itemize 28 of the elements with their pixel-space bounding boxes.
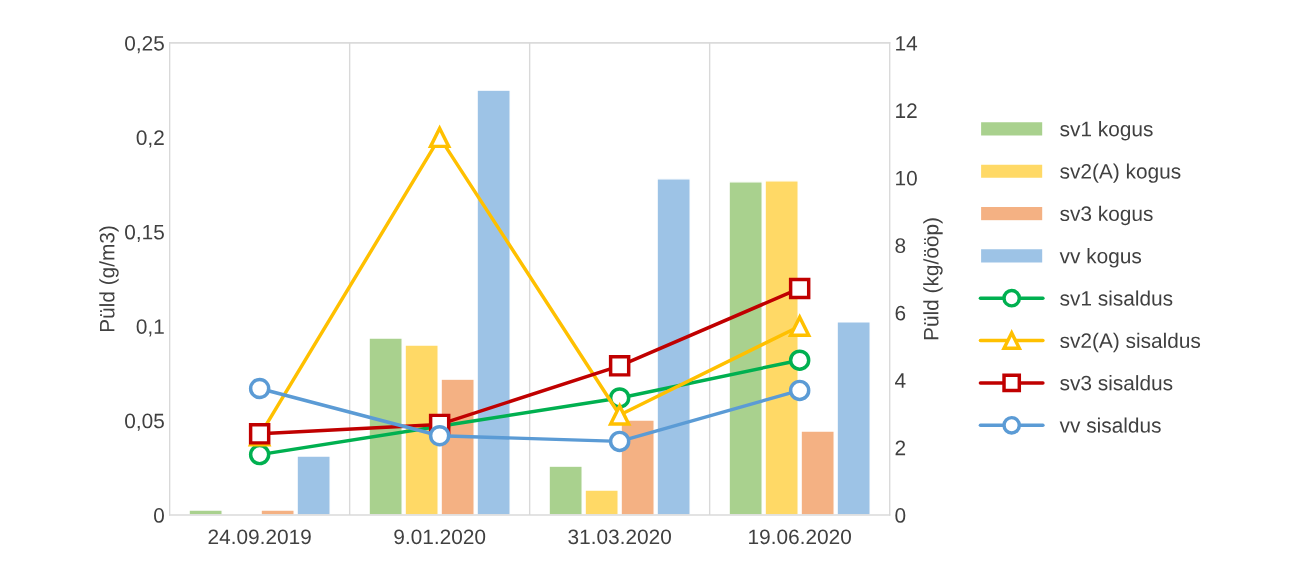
legend-label: sv1 kogus <box>1060 121 1153 141</box>
legend-label: sv1 sisaldus <box>1060 290 1173 306</box>
y2-tick-label: 10 <box>896 170 917 186</box>
y2-tick-label: 8 <box>895 238 906 254</box>
legend-label: vv kogus <box>1059 248 1142 268</box>
y2-tick-label: 6 <box>895 305 906 321</box>
y2-tick-label: 0 <box>895 508 906 523</box>
x-tick-label: 24.09.2019 <box>208 529 311 545</box>
y2-tick-label: 4 <box>895 373 906 388</box>
legend-label: sv2(A) kogus <box>1060 163 1181 183</box>
legend-label: sv3 kogus <box>1060 205 1153 226</box>
x-tick-label: 31.03.2020 <box>568 529 671 545</box>
legend-label: vv sisaldus <box>1059 417 1161 433</box>
legend-label: sv3 sisaldus <box>1060 375 1173 391</box>
legend-label: sv2(A) sisaldus <box>1060 332 1201 353</box>
y-tick-label: 0,1 <box>136 319 164 337</box>
y2-tick-label: 12 <box>896 103 917 118</box>
x-tick-label: 19.06.2020 <box>749 529 851 545</box>
y2-tick-label: 14 <box>896 36 918 51</box>
y2-axis-title: Püld (kg/ööp) <box>923 218 943 340</box>
y-tick-label: 0,15 <box>125 224 164 242</box>
y2-tick-label: 2 <box>895 440 906 456</box>
y-tick-label: 0 <box>154 508 164 523</box>
y-axis-title: Püld (g/m3) <box>99 226 119 332</box>
x-tick-label: 9.01.2020 <box>394 529 486 545</box>
y-tick-label: 0,2 <box>136 130 164 148</box>
y-tick-label: 0,25 <box>125 35 164 54</box>
y-tick-label: 0,05 <box>125 413 164 431</box>
